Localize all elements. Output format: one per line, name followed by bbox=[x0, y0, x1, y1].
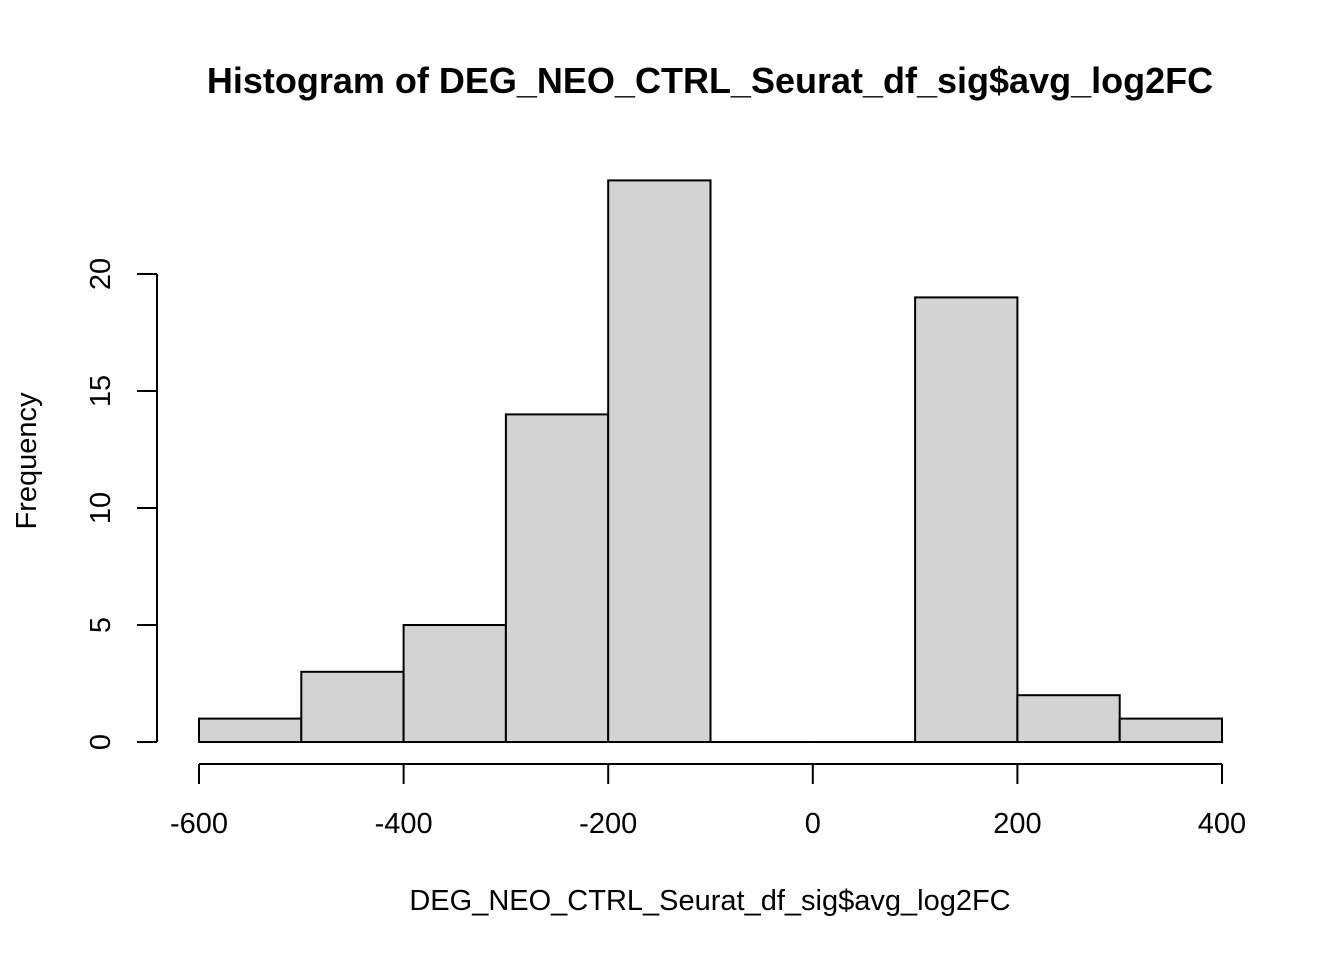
y-tick-label: 0 bbox=[85, 734, 117, 750]
x-axis: -600 -400 -200 0 200 400 bbox=[170, 763, 1246, 840]
bars-group bbox=[198, 179, 1223, 744]
y-tick-label: 5 bbox=[85, 617, 117, 633]
histogram-bar-3 bbox=[504, 413, 610, 743]
y-tick-label: 20 bbox=[85, 258, 117, 290]
histogram-bar-9 bbox=[1118, 717, 1223, 743]
x-tick-label: -600 bbox=[170, 808, 228, 840]
histogram-bar-7 bbox=[914, 296, 1019, 743]
y-tick-label: 10 bbox=[85, 492, 117, 524]
y-axis-label: Frequency bbox=[11, 392, 43, 530]
histogram-bar-8 bbox=[1016, 694, 1121, 744]
x-tick-label: 200 bbox=[993, 808, 1041, 840]
x-tick-label: 400 bbox=[1198, 808, 1246, 840]
y-tick-label: 15 bbox=[85, 375, 117, 407]
chart-title: Histogram of DEG_NEO_CTRL_Seurat_df_sig$… bbox=[207, 60, 1213, 101]
x-tick-label: 0 bbox=[805, 808, 821, 840]
x-tick-label: -200 bbox=[579, 808, 637, 840]
histogram-bar-0 bbox=[198, 717, 303, 743]
histogram-bar-4 bbox=[607, 179, 712, 743]
x-axis-label: DEG_NEO_CTRL_Seurat_df_sig$avg_log2FC bbox=[409, 885, 1010, 917]
x-tick-label: -400 bbox=[375, 808, 433, 840]
histogram-bar-1 bbox=[300, 670, 405, 743]
y-axis: 0 5 10 15 20 bbox=[85, 258, 158, 750]
histogram-bar-2 bbox=[402, 624, 507, 743]
